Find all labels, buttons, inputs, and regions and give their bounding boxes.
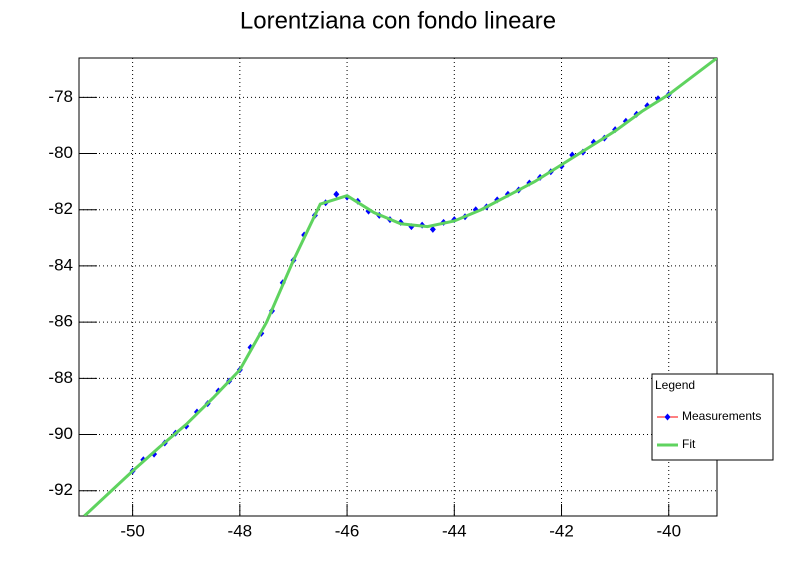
- y-tick-label: -82: [48, 199, 73, 218]
- data-point: [333, 190, 340, 198]
- legend-title: Legend: [655, 378, 695, 392]
- data-point: [429, 225, 436, 233]
- x-tick-label: -40: [656, 521, 681, 540]
- fit-line: [83, 58, 717, 516]
- x-tick-label: -50: [120, 521, 145, 540]
- x-tick-label: -42: [549, 521, 574, 540]
- y-tick-label: -84: [48, 255, 73, 274]
- y-tick-label: -88: [48, 368, 73, 387]
- y-tick-label: -80: [48, 143, 73, 162]
- x-tick-label: -48: [228, 521, 253, 540]
- plot-frame: [78, 57, 718, 517]
- legend-label: Measurements: [682, 409, 761, 423]
- y-tick-label: -90: [48, 424, 73, 443]
- y-tick-label: -92: [48, 480, 73, 499]
- chart-title: Lorentziana con fondo lineare: [240, 7, 556, 34]
- y-tick-label: -78: [48, 87, 73, 106]
- y-tick-label: -86: [48, 312, 73, 331]
- x-tick-label: -44: [442, 521, 467, 540]
- legend-symbol: [664, 413, 671, 421]
- x-tick-label: -46: [335, 521, 360, 540]
- legend-label: Fit: [682, 437, 696, 451]
